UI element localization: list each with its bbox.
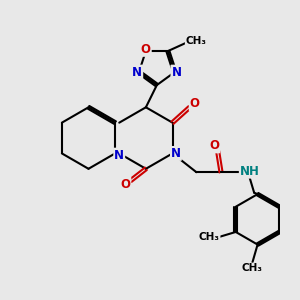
Text: N: N bbox=[114, 148, 124, 162]
Text: O: O bbox=[190, 98, 200, 110]
Text: N: N bbox=[132, 66, 142, 79]
Text: CH₃: CH₃ bbox=[199, 232, 220, 242]
Text: N: N bbox=[171, 147, 181, 160]
Text: O: O bbox=[209, 140, 219, 152]
Text: O: O bbox=[120, 178, 130, 191]
Text: CH₃: CH₃ bbox=[186, 36, 207, 46]
Text: O: O bbox=[141, 43, 151, 56]
Text: CH₃: CH₃ bbox=[242, 263, 263, 274]
Text: N: N bbox=[171, 66, 182, 79]
Text: NH: NH bbox=[240, 165, 260, 178]
